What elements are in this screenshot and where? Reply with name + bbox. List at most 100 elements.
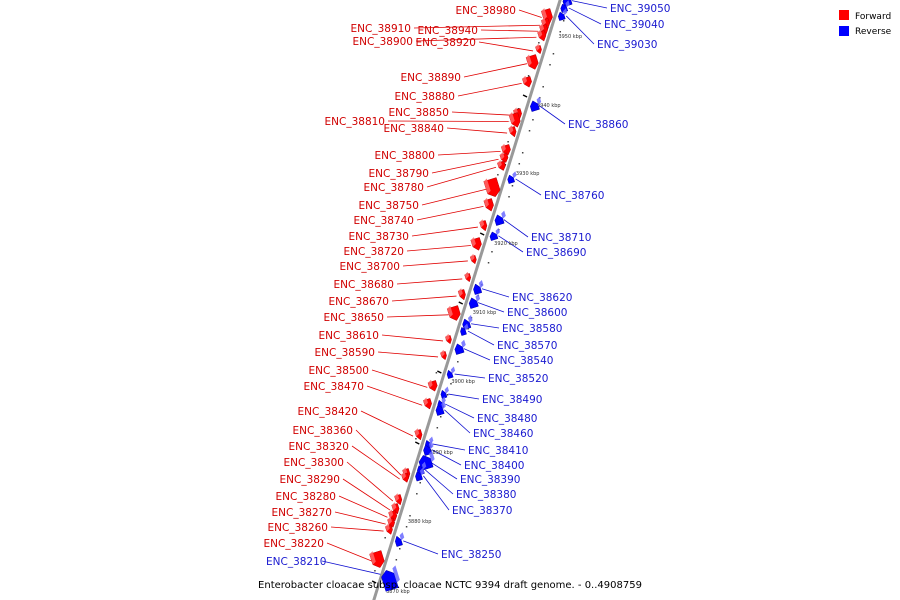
gene-arrow[interactable] — [446, 305, 461, 321]
gene-arrow[interactable] — [414, 428, 423, 441]
reverse-gene-shape[interactable] — [468, 297, 479, 309]
forward-gene-label: ENC_38850 — [389, 107, 449, 119]
reverse-connector — [321, 560, 388, 577]
gene-arrow[interactable] — [500, 143, 511, 156]
gene-shade — [478, 279, 484, 289]
gene-shade — [401, 471, 406, 480]
forward-connector — [366, 385, 423, 406]
reverse-gene-shape[interactable] — [435, 404, 445, 416]
gene-arrow[interactable] — [537, 29, 547, 42]
tick-label: 3900 kbp — [451, 379, 475, 385]
reverse-gene-shape[interactable] — [446, 369, 454, 379]
gene-arrow[interactable] — [499, 151, 509, 163]
gene-arrow[interactable] — [457, 288, 466, 301]
gene-arrow[interactable] — [385, 523, 393, 535]
gene-arrow[interactable] — [508, 125, 517, 138]
gene-arrow[interactable] — [535, 43, 542, 55]
gene-arrow[interactable] — [507, 171, 517, 184]
reverse-gene-shape[interactable] — [473, 283, 483, 295]
gene-arrow[interactable] — [464, 271, 472, 283]
gene-arrow[interactable] — [489, 227, 500, 241]
reverse-gene-shape[interactable] — [394, 535, 403, 547]
gene-arrow[interactable] — [557, 8, 568, 21]
gene-shade — [369, 551, 376, 565]
reverse-gene-shape[interactable] — [507, 174, 515, 184]
gene-arrow[interactable] — [508, 112, 521, 128]
gene-shade — [427, 379, 433, 389]
gene-shade — [526, 54, 532, 67]
gene-arrow[interactable] — [387, 516, 395, 528]
gene-arrow[interactable] — [530, 96, 542, 112]
forward-gene-label: ENC_38270 — [272, 507, 332, 519]
gene-shade — [512, 171, 517, 179]
forward-gene-label: ENC_38300 — [284, 457, 344, 469]
forward-gene-label: ENC_38650 — [324, 312, 384, 324]
gene-arrow[interactable] — [468, 293, 481, 309]
gene-arrow[interactable] — [369, 550, 385, 568]
gene-arrow[interactable] — [394, 493, 403, 506]
gene-arrow[interactable] — [427, 379, 438, 392]
gene-arrow[interactable] — [522, 75, 532, 88]
reverse-gene-label: ENC_38480 — [477, 413, 537, 425]
gene-shade — [441, 396, 446, 404]
forward-gene-label: ENC_38720 — [344, 246, 404, 258]
reverse-gene-shape[interactable] — [489, 231, 499, 241]
gene-arrow[interactable] — [423, 397, 432, 410]
gene-shade — [428, 440, 434, 450]
tick-mark — [414, 441, 420, 445]
gene-arrow[interactable] — [388, 509, 398, 522]
forward-connector — [478, 41, 534, 52]
reverse-gene-label: ENC_38860 — [568, 119, 628, 131]
gene-shade — [394, 493, 400, 502]
gene-shade — [447, 305, 453, 318]
feature-dot — [487, 262, 490, 264]
gene-arrow[interactable] — [525, 54, 539, 70]
feature-dot — [518, 163, 521, 165]
tick-mark — [522, 94, 528, 98]
gene-features[interactable] — [369, 0, 574, 592]
forward-connector — [351, 445, 400, 480]
gene-arrow[interactable] — [445, 333, 452, 345]
reverse-gene-label: ENC_38540 — [493, 355, 553, 367]
reverse-gene-shape[interactable] — [530, 100, 540, 112]
feature-dot — [507, 141, 509, 143]
gene-arrow[interactable] — [483, 197, 494, 212]
reverse-gene-shape[interactable] — [460, 326, 467, 336]
forward-gene-label: ENC_38360 — [293, 425, 353, 437]
gene-arrow[interactable] — [470, 237, 482, 251]
gene-arrow[interactable] — [435, 400, 446, 416]
reverse-gene-shape[interactable] — [494, 214, 505, 226]
tick-mark — [371, 580, 377, 584]
gene-arrow[interactable] — [415, 467, 425, 482]
gene-arrow[interactable] — [479, 219, 488, 232]
gene-arrow[interactable] — [473, 279, 484, 295]
reverse-gene-shape[interactable] — [381, 570, 399, 592]
reverse-gene-shape[interactable] — [415, 471, 423, 482]
gene-arrow[interactable] — [391, 502, 400, 515]
gene-arrow[interactable] — [446, 366, 456, 379]
forward-connector — [402, 260, 468, 267]
gene-arrow[interactable] — [454, 339, 466, 355]
feature-dot — [457, 361, 459, 363]
forward-connector — [406, 245, 471, 252]
gene-arrow[interactable] — [381, 565, 400, 592]
genome-backbone — [372, 0, 562, 600]
gene-arrow[interactable] — [483, 177, 501, 198]
gene-arrow[interactable] — [440, 349, 447, 361]
gene-arrow[interactable] — [394, 532, 405, 547]
tick-label: 3880 kbp — [408, 519, 432, 525]
reverse-connector — [463, 348, 491, 361]
reverse-gene-shape[interactable] — [454, 343, 465, 355]
gene-arrow[interactable] — [494, 210, 506, 226]
gene-arrow[interactable] — [497, 159, 506, 171]
reverse-gene-shape[interactable] — [557, 11, 566, 21]
reverse-gene-shape[interactable] — [440, 389, 448, 399]
gene-shade — [536, 96, 542, 105]
gene-arrow[interactable] — [401, 471, 409, 483]
gene-arrow[interactable] — [460, 323, 469, 336]
gene-arrow[interactable] — [469, 253, 477, 265]
feature-dot — [491, 251, 493, 253]
gene-arrow[interactable] — [440, 386, 449, 399]
reverse-gene-label: ENC_38620 — [512, 292, 572, 304]
